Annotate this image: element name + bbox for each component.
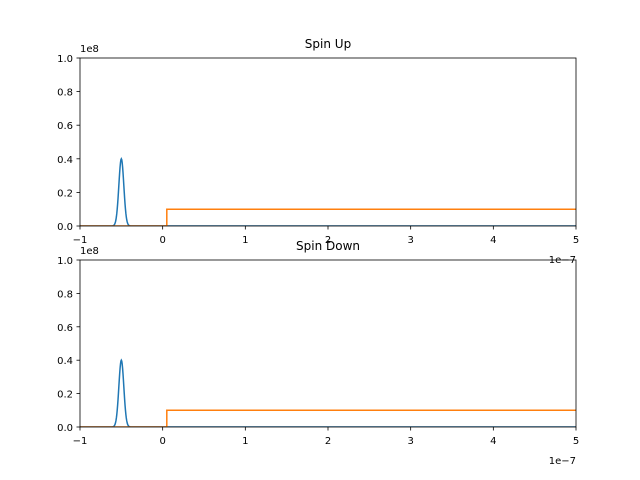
x-tick-label: −1 <box>73 235 88 246</box>
y-tick-label: 1.0 <box>57 256 73 267</box>
y-tick-label: 0.0 <box>57 423 73 434</box>
subplot-spin-down: Spin Down −1 0 1 2 3 4 5 0.0 0.2 0.4 0.6 0.8 1.0 1e8 1e… <box>57 239 579 467</box>
x-offset-label: 1e−7 <box>549 255 576 266</box>
y-tick-label: 1.0 <box>57 54 73 65</box>
x-tick-label: 1 <box>242 235 248 246</box>
subplot-spin-up: Spin Up −1 0 1 2 3 4 5 0.0 0.2 0.4 0.6 0.8 1.0 1e8 1e−7 <box>57 37 579 266</box>
y-tick-label: 0.2 <box>57 188 73 199</box>
y-offset-label: 1e8 <box>80 44 99 55</box>
y-tick-label: 0.4 <box>57 356 73 367</box>
chart-title: Spin Up <box>305 37 351 51</box>
y-tick-label: 0.6 <box>57 323 73 334</box>
x-tick-label: 5 <box>573 436 579 447</box>
y-tick-label: 0.8 <box>57 289 73 300</box>
chart-title: Spin Down <box>296 239 360 253</box>
y-offset-label: 1e8 <box>80 246 99 257</box>
x-tick-label: −1 <box>73 436 88 447</box>
series-group <box>80 358 576 427</box>
x-tick-label: 3 <box>407 235 413 246</box>
x-tick-label: 3 <box>407 436 413 447</box>
x-tick-label: 4 <box>490 436 496 447</box>
y-tick-label: 0.4 <box>57 155 73 166</box>
y-tick-label: 0.8 <box>57 88 73 99</box>
x-tick-label: 4 <box>490 235 496 246</box>
y-tick-label: 0.0 <box>57 222 73 233</box>
y-tick-label: 0.2 <box>57 390 73 401</box>
series-line-step <box>80 409 576 427</box>
series-line-step <box>80 208 576 226</box>
x-tick-label: 1 <box>242 436 248 447</box>
x-offset-label: 1e−7 <box>549 456 576 467</box>
y-tick-label: 0.6 <box>57 121 73 132</box>
x-tick-label: 0 <box>159 235 165 246</box>
x-tick-label: 0 <box>159 436 165 447</box>
x-tick-label: 5 <box>573 235 579 246</box>
x-tick-label: 2 <box>325 235 331 246</box>
x-tick-label: 2 <box>325 436 331 447</box>
series-group <box>80 156 576 226</box>
